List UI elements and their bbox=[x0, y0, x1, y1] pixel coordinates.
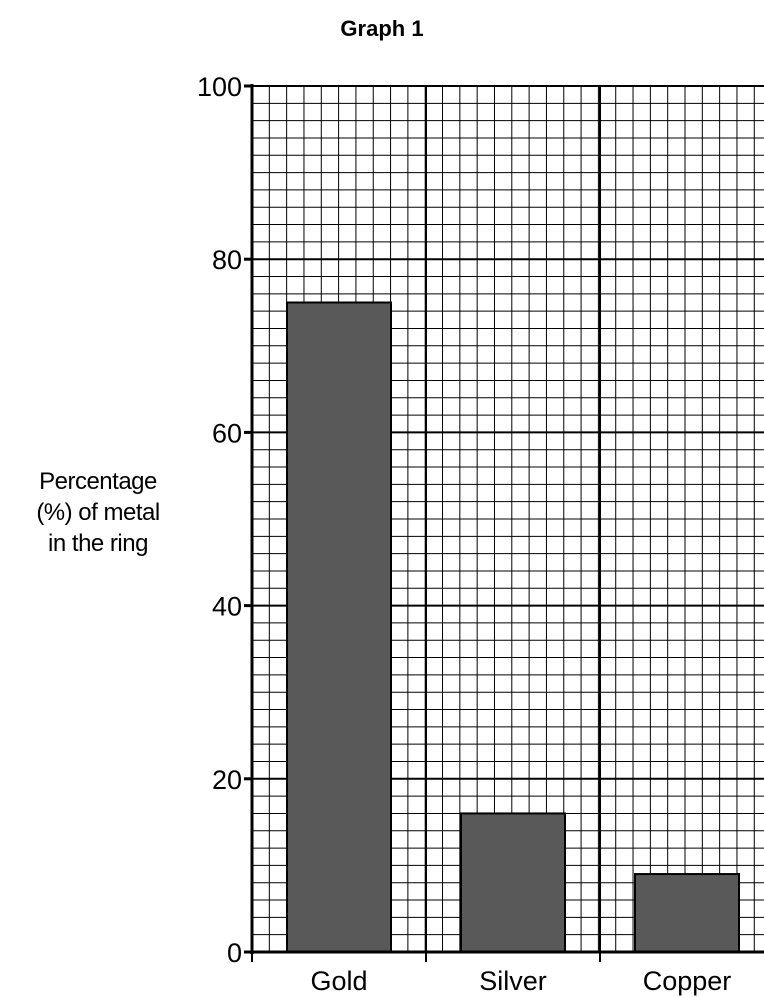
bars bbox=[286, 301, 740, 953]
y-tick-label: 20 bbox=[212, 765, 242, 795]
y-tick-label: 40 bbox=[212, 592, 242, 622]
x-tick-label-gold: Gold bbox=[310, 966, 367, 996]
y-tick-label: 100 bbox=[197, 72, 242, 102]
y-tick-label: 0 bbox=[227, 938, 242, 968]
y-axis-label-line-1: Percentage bbox=[39, 468, 157, 495]
y-axis-label: Percentage (%) of metal in the ring bbox=[0, 466, 196, 559]
bar-silver bbox=[460, 812, 566, 953]
x-tick-label-silver: Silver bbox=[479, 966, 547, 996]
axes bbox=[244, 84, 764, 962]
x-tick-label-copper: Copper bbox=[643, 966, 732, 996]
bar-gold bbox=[286, 301, 392, 953]
y-axis-label-line-2: (%) of metal bbox=[36, 499, 160, 526]
tick-labels: 0 20 40 60 80 100 Gold Silver Copper bbox=[197, 72, 731, 996]
y-tick-label: 80 bbox=[212, 245, 242, 275]
y-axis-label-line-3: in the ring bbox=[48, 530, 148, 557]
y-tick-label: 60 bbox=[212, 418, 242, 448]
chart-title: Graph 1 bbox=[340, 16, 424, 41]
bar-copper bbox=[634, 873, 740, 953]
